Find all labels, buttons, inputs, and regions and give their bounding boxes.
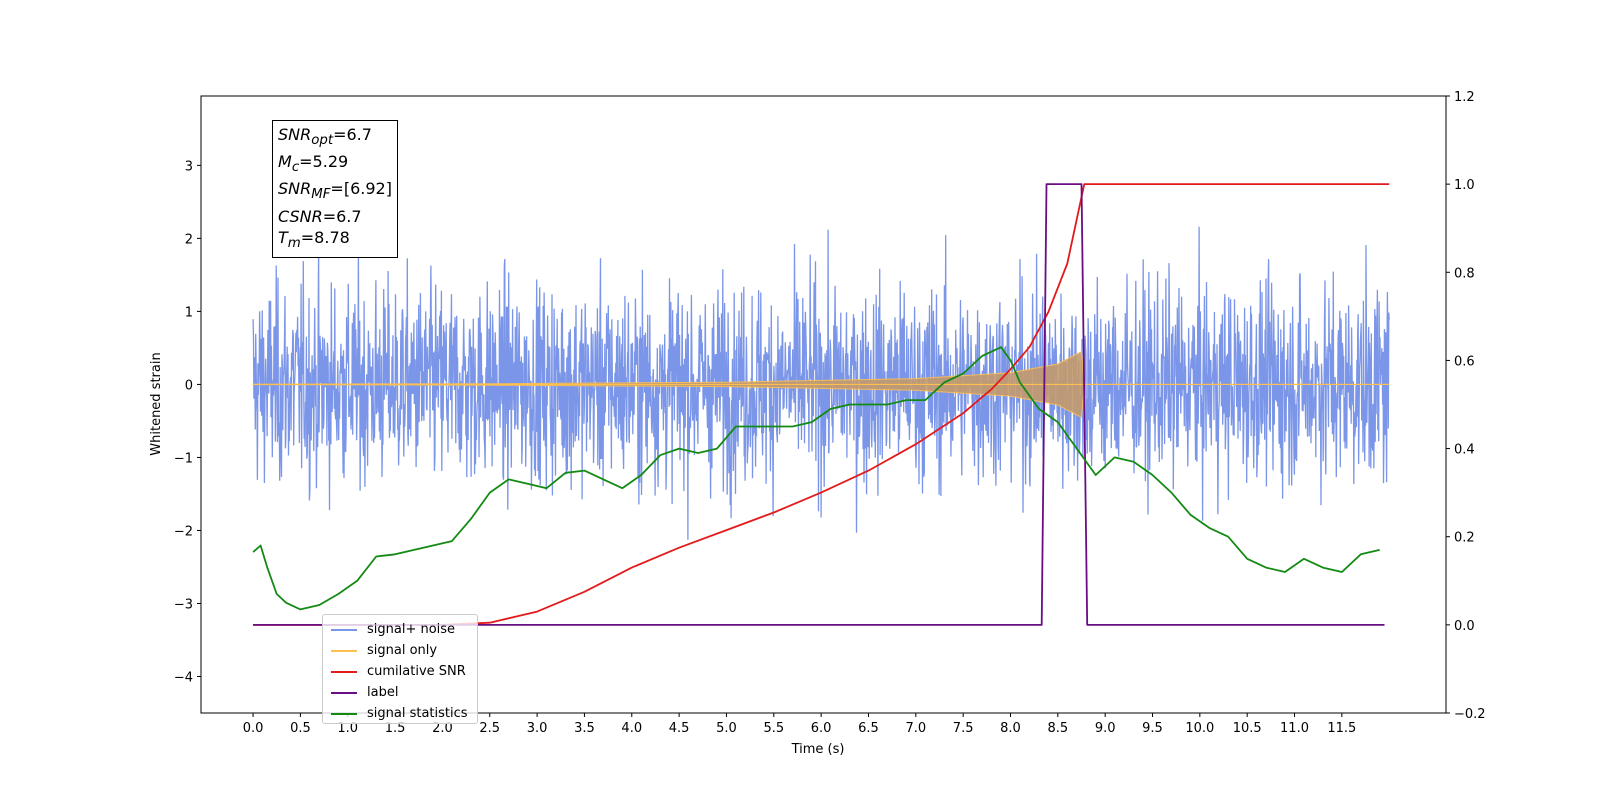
x-tick-label: 5.0 xyxy=(716,721,737,736)
series-signal-noise xyxy=(252,226,1390,540)
chart-lines xyxy=(252,183,1390,626)
legend-label-signal-noise: signal+ noise xyxy=(367,622,456,637)
legend-item-signal-only: signal only xyxy=(323,640,477,661)
y2-tick-label: 1.2 xyxy=(1454,90,1475,105)
y2-ticks: 1.2 1.0 0.8 0.6 0.4 0.2 0.0 −0.2 xyxy=(1446,90,1486,722)
snr-opt-line: SNRopt=6.7 xyxy=(278,124,392,151)
legend-label-signal-statistics: signal statistics xyxy=(367,706,468,721)
y-tick-label: 1 xyxy=(185,305,193,320)
x-tick-label: 5.5 xyxy=(763,721,784,736)
legend-swatch-label xyxy=(331,691,357,694)
x-tick-label: 6.5 xyxy=(858,721,879,736)
plot-frame xyxy=(200,95,1447,714)
y2-tick-label: 0.0 xyxy=(1454,619,1475,634)
y2-tick-label: 0.6 xyxy=(1454,354,1475,369)
x-tick-label: 4.0 xyxy=(621,721,642,736)
snr-mf-sub: MF xyxy=(311,187,331,203)
x-tick-label: 10.0 xyxy=(1185,721,1214,736)
x-tick-label: 0.5 xyxy=(290,721,311,736)
legend-item-signal-noise: signal+ noise xyxy=(323,619,477,640)
chart-legend: signal+ noise signal only cumilative SNR… xyxy=(322,614,478,724)
legend-label-label: label xyxy=(367,685,399,700)
legend-label-signal-only: signal only xyxy=(367,643,438,658)
x-tick-label: 7.5 xyxy=(953,721,974,736)
y-tick-label: −4 xyxy=(174,670,193,685)
x-tick-label: 4.5 xyxy=(669,721,690,736)
snr-opt-symbol: SNR xyxy=(278,125,312,144)
csnr-symbol: CSNR xyxy=(278,206,323,226)
csnr-line: CSNR=6.7 xyxy=(278,206,392,227)
y2-tick-label: 0.8 xyxy=(1454,266,1475,281)
tm-line: Tm=8.78 xyxy=(278,227,392,254)
x-tick-label: 1.5 xyxy=(385,721,406,736)
y2-tick-label: 0.2 xyxy=(1454,531,1475,546)
tm-sub: m xyxy=(287,235,301,251)
y-tick-label: 3 xyxy=(185,159,193,174)
x-ticks: 0.0 0.5 1.0 1.5 2.0 2.5 3.0 3.5 4.0 4.5 5.0 5.5 6.0 6… xyxy=(243,713,1356,736)
x-tick-label: 11.0 xyxy=(1280,721,1309,736)
x-tick-label: 7.0 xyxy=(905,721,926,736)
y-tick-label: −1 xyxy=(174,451,193,466)
snr-mf-symbol: SNR xyxy=(278,179,312,199)
series-label xyxy=(253,183,1385,626)
legend-swatch-signal-only xyxy=(331,649,357,652)
y-axis-label: Whitened strain xyxy=(149,352,164,455)
legend-item-label: label xyxy=(323,682,477,703)
x-tick-label: 8.5 xyxy=(1047,721,1068,736)
x-axis-label: Time (s) xyxy=(791,742,845,757)
annotation-box: SNRopt=6.7 Mc=5.29 SNRMF=[6.92] CSNR=6.7… xyxy=(272,120,398,258)
x-tick-label: 10.5 xyxy=(1233,721,1262,736)
legend-swatch-signal-statistics xyxy=(331,712,357,715)
y-tick-label: −3 xyxy=(174,597,193,612)
x-tick-label: 9.5 xyxy=(1142,721,1163,736)
snr-opt-sub: opt xyxy=(311,133,334,149)
csnr-value: =6.7 xyxy=(322,206,362,226)
x-tick-label: 1.0 xyxy=(337,721,358,736)
x-tick-label: 6.0 xyxy=(811,721,832,736)
y-tick-label: −2 xyxy=(174,524,193,539)
y2-tick-label: 0.4 xyxy=(1454,443,1475,458)
legend-item-cumulative-snr: cumilative SNR xyxy=(323,661,477,682)
mc-symbol: M xyxy=(278,152,292,172)
snr-mf-line: SNRMF=[6.92] xyxy=(278,178,392,205)
snr-opt-value: =6.7 xyxy=(333,125,372,144)
x-tick-label: 3.0 xyxy=(527,721,548,736)
tm-value: =8.78 xyxy=(300,227,350,247)
x-tick-label: 2.5 xyxy=(479,721,500,736)
tm-symbol: T xyxy=(278,227,288,247)
mc-value: =5.29 xyxy=(299,152,349,172)
x-tick-label: 11.5 xyxy=(1327,721,1356,736)
x-tick-label: 2.0 xyxy=(432,721,453,736)
series-signal-statistics xyxy=(252,346,1380,611)
x-tick-label: 9.0 xyxy=(1095,721,1116,736)
legend-swatch-cumulative-snr xyxy=(331,670,357,673)
mc-sub: c xyxy=(291,160,300,176)
snr-mf-value: =[6.92] xyxy=(330,179,392,199)
mc-line: Mc=5.29 xyxy=(278,151,392,178)
legend-item-signal-statistics: signal statistics xyxy=(323,703,477,724)
y-ticks: 3 2 1 0 −1 −2 −3 −4 xyxy=(174,159,201,685)
legend-swatch-signal-noise xyxy=(331,628,357,631)
y-tick-label: 0 xyxy=(185,378,193,393)
legend-label-cumulative-snr: cumilative SNR xyxy=(367,664,466,679)
y-tick-label: 2 xyxy=(185,232,193,247)
x-tick-label: 0.0 xyxy=(243,721,264,736)
x-tick-label: 8.0 xyxy=(1000,721,1021,736)
y2-tick-label: 1.0 xyxy=(1454,178,1475,193)
y2-tick-label: −0.2 xyxy=(1454,707,1486,722)
x-tick-label: 3.5 xyxy=(574,721,595,736)
